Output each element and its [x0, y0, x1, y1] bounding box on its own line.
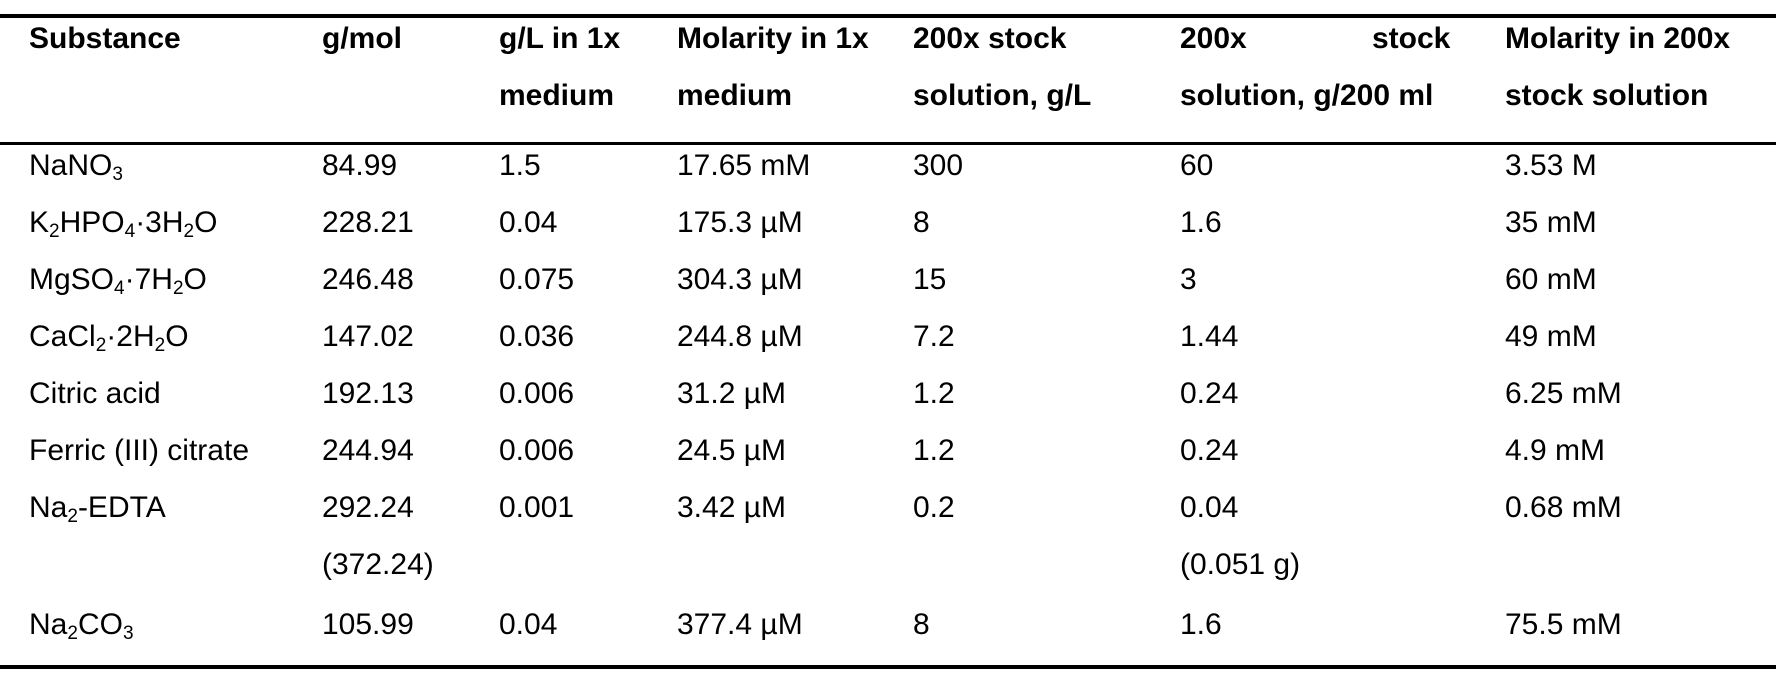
table-cell: 244.8 µM [677, 320, 803, 353]
table-cell: 304.3 µM [677, 263, 803, 296]
table-cell: 175.3 µM [677, 206, 803, 239]
table-cell: 75.5 mM [1505, 608, 1622, 641]
substance-ferric-citrate: Ferric (III) citrate [29, 434, 250, 467]
table-cell: 24.5 µM [677, 434, 786, 467]
header-gl-1x-line1: g/L in 1x [499, 22, 621, 55]
substance-na2co3: Na2CO3 [29, 608, 134, 644]
table-cell: 0.2 [913, 491, 955, 524]
header-gmol: g/mol [322, 22, 402, 55]
table-cell: 1.5 [499, 149, 541, 182]
table-cell: 0.001 [499, 491, 575, 524]
table-cell: 228.21 [322, 206, 414, 239]
table-cell: 0.075 [499, 263, 575, 296]
table-cell: 1.44 [1180, 320, 1239, 353]
table-cell: 31.2 µM [677, 377, 786, 410]
table-cell: 35 mM [1505, 206, 1597, 239]
table-cell: 0.24 [1180, 434, 1239, 467]
substance-nano3: NaNO3 [29, 149, 123, 185]
table-cell: 3.42 µM [677, 491, 786, 524]
table-cell: 49 mM [1505, 320, 1597, 353]
table-cell: 0.04 [499, 608, 558, 641]
table-cell: 60 mM [1505, 263, 1597, 296]
header-substance: Substance [29, 22, 181, 55]
table-cell: 6.25 mM [1505, 377, 1622, 410]
table-cell: 0.68 mM [1505, 491, 1622, 524]
table-cell: 105.99 [322, 608, 414, 641]
table-cell: 17.65 mM [677, 149, 811, 182]
top-rule [0, 14, 1776, 18]
table-cell: 300 [913, 149, 964, 182]
header-molarity-1x-line2: medium [677, 79, 793, 112]
table-cell: 1.6 [1180, 608, 1222, 641]
header-molarity-200x-line1: Molarity in 200x [1505, 22, 1731, 55]
table-cell: 244.94 [322, 434, 414, 467]
header-stock-200ml-line1b: stock [1372, 22, 1451, 55]
header-molarity-1x-line1: Molarity in 1x [677, 22, 869, 55]
header-stock-200ml-line2: solution, g/200 ml [1180, 79, 1434, 112]
table-cell: 0.006 [499, 434, 575, 467]
header-stock-gl-line2: solution, g/L [913, 79, 1092, 112]
table-cell: 147.02 [322, 320, 414, 353]
table-cell: 3.53 M [1505, 149, 1597, 182]
substance-cacl2: CaCl2·2H2O [29, 320, 189, 356]
table-cell: 0.036 [499, 320, 575, 353]
table-cell: 0.04 [499, 206, 558, 239]
table-cell: 1.2 [913, 434, 955, 467]
table-cell: 192.13 [322, 377, 414, 410]
header-stock-gl-line1: 200x stock [913, 22, 1067, 55]
substance-na2-edta: Na2-EDTA [29, 491, 166, 527]
header-gl-1x-line2: medium [499, 79, 615, 112]
table-cell-secondary: (372.24) [322, 548, 434, 581]
substance-mgso4: MgSO4·7H2O [29, 263, 207, 299]
table-cell: 8 [913, 608, 930, 641]
table-cell: 0.006 [499, 377, 575, 410]
table-cell: 1.6 [1180, 206, 1222, 239]
substance-citric-acid: Citric acid [29, 377, 161, 410]
table-cell: 4.9 mM [1505, 434, 1606, 467]
table-cell: 246.48 [322, 263, 414, 296]
table-cell: 292.24 [322, 491, 414, 524]
header-rule [0, 142, 1776, 145]
header-stock-200ml-line1a: 200x [1180, 22, 1247, 55]
table-cell: 7.2 [913, 320, 955, 353]
table-cell: 15 [913, 263, 947, 296]
table-cell-secondary: (0.051 g) [1180, 548, 1301, 581]
table-cell: 8 [913, 206, 930, 239]
table-cell: 377.4 µM [677, 608, 803, 641]
table-cell: 60 [1180, 149, 1214, 182]
table-cell: 1.2 [913, 377, 955, 410]
table-cell: 3 [1180, 263, 1197, 296]
header-molarity-200x-line2: stock solution [1505, 79, 1709, 112]
table-cell: 0.04 [1180, 491, 1239, 524]
substance-k2hpo4: K2HPO4·3H2O [29, 206, 218, 242]
table-cell: 0.24 [1180, 377, 1239, 410]
table-cell: 84.99 [322, 149, 398, 182]
bottom-rule [0, 665, 1776, 669]
